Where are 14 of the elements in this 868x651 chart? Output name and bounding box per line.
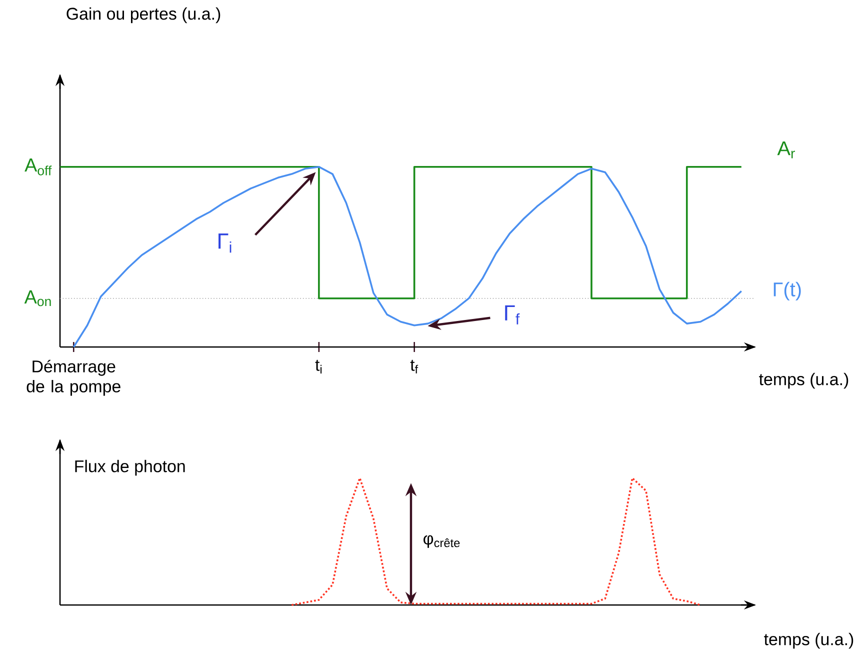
series-label: A$_{r}$ xyxy=(777,141,795,158)
annotation: Γ$_{i}$ xyxy=(218,234,232,253)
series-label: Γ(t) xyxy=(774,282,801,300)
x-tick-label: t$_{f}$ xyxy=(410,360,418,374)
x-tick-label: t$_{i}$ xyxy=(315,360,322,374)
text: A$_{off}$ xyxy=(24,158,52,176)
annotation: Γ$_{f}$ xyxy=(505,305,520,324)
x-axis-title: temps (u.a.) xyxy=(759,372,848,389)
y-axis-title: Gain ou pertes (u.a.) xyxy=(66,7,220,24)
x-axis-title: temps (u.a.) xyxy=(764,632,854,649)
text: A$_{on}$ xyxy=(24,290,51,306)
annotation: φ$_{crête}$ xyxy=(424,535,460,548)
y-axis-title: Flux de photon xyxy=(75,460,185,476)
x-tick-label: Démarrage de la pompe xyxy=(26,360,120,396)
